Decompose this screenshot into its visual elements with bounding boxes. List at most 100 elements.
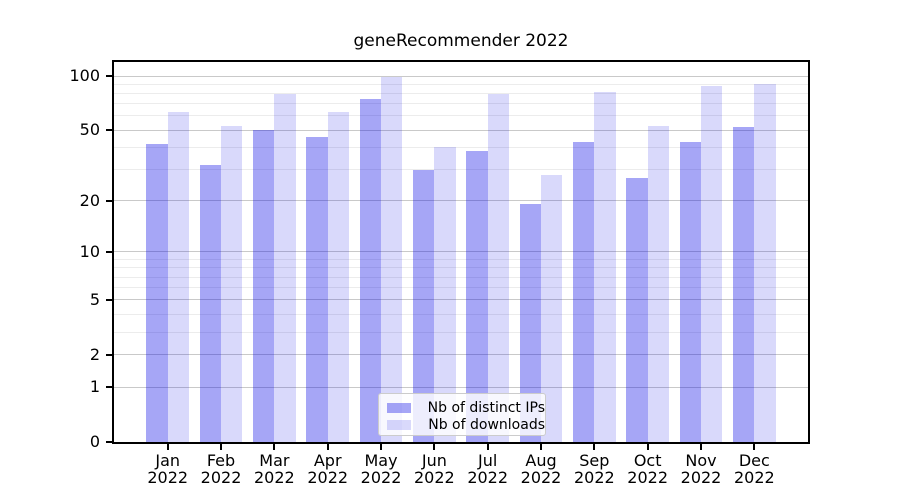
x-tick-mar bbox=[273, 444, 276, 450]
bar-downloads-feb bbox=[221, 125, 243, 442]
gridline-minor-7 bbox=[114, 276, 808, 278]
legend-item-distinct-ips: Nb of distinct IPs bbox=[379, 399, 545, 416]
y-tick-50 bbox=[106, 129, 112, 132]
x-tick-month-may: May bbox=[364, 451, 398, 470]
x-tick-year-nov: 2022 bbox=[680, 468, 722, 487]
y-tick-label-10: 10 bbox=[79, 241, 100, 261]
gridline-minor-40 bbox=[114, 146, 808, 148]
gridline-minor-30 bbox=[114, 169, 808, 171]
x-tick-year-jul: 2022 bbox=[467, 468, 509, 487]
bar-downloads-jan bbox=[167, 112, 189, 442]
bar-distinct-ips-feb bbox=[199, 164, 222, 442]
bar-distinct-ips-aug bbox=[519, 204, 541, 442]
x-tick-year-dec: 2022 bbox=[733, 468, 775, 487]
x-tick-label-may: May 2022 bbox=[349, 452, 413, 486]
x-tick-year-mar: 2022 bbox=[254, 468, 295, 487]
legend-label-distinct-ips: Nb of distinct IPs bbox=[427, 399, 545, 416]
legend-swatch-downloads bbox=[387, 419, 412, 430]
gridline-minor-6 bbox=[114, 287, 808, 289]
x-tick-oct bbox=[646, 444, 649, 450]
x-tick-label-dec: Dec 2022 bbox=[722, 452, 786, 486]
y-tick-1 bbox=[106, 386, 112, 389]
legend-item-downloads: Nb of downloads bbox=[379, 416, 545, 433]
y-tick-label-0: 0 bbox=[89, 432, 100, 451]
x-tick-year-aug: 2022 bbox=[520, 468, 562, 487]
gridline-major-2 bbox=[114, 354, 808, 356]
y-tick-5 bbox=[106, 298, 112, 301]
gridline-minor-9 bbox=[114, 258, 808, 260]
y-tick-label-100: 100 bbox=[69, 66, 100, 85]
bar-downloads-jun bbox=[434, 147, 456, 442]
y-tick-20 bbox=[106, 199, 112, 202]
chart-title: geneRecommender 2022 bbox=[353, 31, 569, 51]
y-tick-label-2: 2 bbox=[89, 344, 100, 364]
x-tick-jul bbox=[486, 444, 489, 450]
x-tick-label-jan: Jan 2022 bbox=[136, 452, 200, 486]
x-tick-label-aug: Aug 2022 bbox=[509, 452, 573, 486]
x-tick-month-jul: Jul bbox=[478, 451, 498, 470]
bar-downloads-mar bbox=[274, 93, 296, 442]
bar-downloads-jul bbox=[487, 93, 509, 442]
bar-distinct-ips-may bbox=[359, 98, 382, 442]
legend-label-downloads: Nb of downloads bbox=[428, 416, 545, 433]
gridline-major-5 bbox=[114, 299, 808, 301]
y-tick-0 bbox=[106, 441, 112, 443]
x-tick-may bbox=[380, 444, 383, 450]
gridline-major-20 bbox=[114, 200, 808, 202]
x-tick-year-sep: 2022 bbox=[573, 468, 615, 487]
x-tick-feb bbox=[220, 444, 223, 450]
gridline-minor-90 bbox=[114, 83, 808, 85]
y-tick-100 bbox=[106, 75, 112, 77]
bar-downloads-nov bbox=[701, 86, 723, 442]
x-tick-label-mar: Mar 2022 bbox=[242, 452, 306, 486]
y-tick-10 bbox=[106, 250, 112, 253]
x-tick-label-feb: Feb 2022 bbox=[189, 452, 253, 486]
x-tick-month-nov: Nov bbox=[685, 451, 717, 470]
gridline-minor-4 bbox=[114, 313, 808, 315]
y-tick-label-1: 1 bbox=[89, 377, 100, 397]
x-tick-jan bbox=[166, 444, 169, 450]
x-tick-dec bbox=[753, 444, 756, 450]
x-tick-sep bbox=[593, 444, 596, 450]
x-tick-year-jun: 2022 bbox=[413, 468, 455, 487]
gridline-minor-80 bbox=[114, 93, 808, 94]
x-tick-year-apr: 2022 bbox=[307, 468, 349, 487]
bar-distinct-ips-jan bbox=[146, 143, 168, 442]
bar-downloads-apr bbox=[327, 112, 349, 442]
gridline-major-50 bbox=[114, 129, 808, 131]
gridline-major-10 bbox=[114, 251, 808, 253]
x-tick-label-sep: Sep 2022 bbox=[562, 452, 626, 486]
x-tick-month-mar: Mar bbox=[259, 451, 290, 470]
x-tick-year-may: 2022 bbox=[360, 468, 402, 487]
gridline-minor-8 bbox=[114, 267, 808, 269]
y-tick-label-50: 50 bbox=[79, 120, 100, 140]
y-tick-label-20: 20 bbox=[79, 190, 100, 210]
plot-area bbox=[112, 60, 810, 444]
x-tick-year-feb: 2022 bbox=[200, 468, 242, 487]
x-tick-month-feb: Feb bbox=[206, 451, 236, 470]
gridline-minor-70 bbox=[114, 103, 808, 105]
bar-distinct-ips-apr bbox=[306, 136, 328, 442]
x-tick-month-aug: Aug bbox=[525, 451, 557, 470]
x-tick-month-oct: Oct bbox=[633, 451, 662, 470]
x-tick-label-apr: Apr 2022 bbox=[296, 452, 360, 486]
x-tick-month-sep: Sep bbox=[579, 451, 610, 470]
bar-distinct-ips-dec bbox=[733, 127, 755, 442]
x-tick-label-oct: Oct 2022 bbox=[616, 452, 680, 486]
x-tick-month-apr: Apr bbox=[313, 451, 342, 470]
bar-downloads-aug bbox=[541, 174, 563, 442]
legend: Nb of distinct IPs Nb of downloads bbox=[378, 393, 546, 436]
x-tick-month-jun: Jun bbox=[421, 451, 447, 470]
x-tick-label-jul: Jul 2022 bbox=[456, 452, 520, 486]
bar-distinct-ips-oct bbox=[626, 177, 648, 442]
x-tick-label-jun: Jun 2022 bbox=[402, 452, 466, 486]
bar-distinct-ips-nov bbox=[679, 141, 701, 442]
x-tick-month-dec: Dec bbox=[738, 451, 770, 470]
gridline-major-100 bbox=[114, 75, 808, 77]
x-tick-year-jan: 2022 bbox=[147, 468, 189, 487]
y-tick-label-5: 5 bbox=[89, 289, 100, 309]
bar-distinct-ips-mar bbox=[253, 130, 275, 442]
x-tick-jun bbox=[433, 444, 436, 450]
y-tick-2 bbox=[106, 353, 112, 356]
